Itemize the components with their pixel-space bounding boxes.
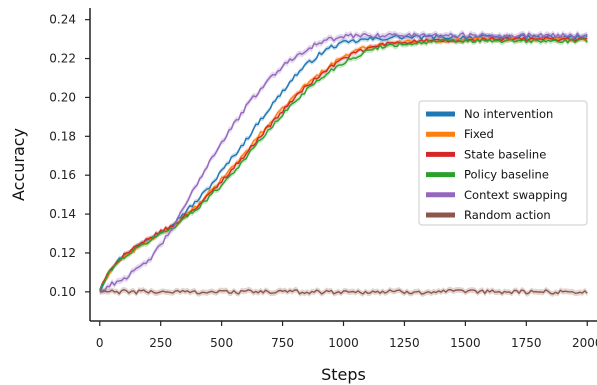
y-tick-label: 0.14 bbox=[49, 207, 76, 221]
x-tick-label: 1000 bbox=[328, 336, 359, 350]
x-tick-label: 750 bbox=[271, 336, 294, 350]
series-line bbox=[99, 38, 588, 291]
y-tick-label: 0.22 bbox=[49, 52, 76, 66]
legend-label: Random action bbox=[464, 208, 551, 222]
legend: No intervention Fixed State baseline Policy… bbox=[418, 100, 588, 226]
legend-label: Policy baseline bbox=[464, 168, 549, 182]
legend-box bbox=[418, 100, 588, 226]
x-tick-label: 0 bbox=[96, 336, 104, 350]
legend-label: State baseline bbox=[464, 147, 546, 161]
legend-label: No intervention bbox=[464, 107, 553, 121]
series-line bbox=[99, 289, 588, 295]
series-lines bbox=[99, 32, 588, 295]
y-tick-label: 0.18 bbox=[49, 129, 76, 143]
legend-label: Fixed bbox=[464, 127, 494, 141]
x-tick-label: 250 bbox=[149, 336, 172, 350]
y-axis-ticks: 0.10 0.12 0.14 0.16 0.18 0.20 0.22 0.24 bbox=[49, 13, 90, 299]
x-tick-label: 500 bbox=[210, 336, 233, 350]
y-axis-title: Accuracy bbox=[9, 128, 28, 201]
legend-label: Context swapping bbox=[464, 188, 568, 202]
x-tick-label: 1250 bbox=[389, 336, 420, 350]
x-tick-label: 1500 bbox=[450, 336, 481, 350]
series-line bbox=[99, 32, 588, 293]
y-tick-label: 0.20 bbox=[49, 90, 76, 104]
plot-area bbox=[99, 29, 588, 297]
y-tick-label: 0.24 bbox=[49, 13, 76, 27]
y-tick-label: 0.10 bbox=[49, 285, 76, 299]
legend-items: No intervention Fixed State baseline Policy… bbox=[426, 107, 568, 222]
x-tick-label: 1750 bbox=[511, 336, 542, 350]
y-tick-label: 0.12 bbox=[49, 246, 76, 260]
y-tick-label: 0.16 bbox=[49, 168, 76, 182]
x-axis-title: Steps bbox=[321, 365, 366, 384]
